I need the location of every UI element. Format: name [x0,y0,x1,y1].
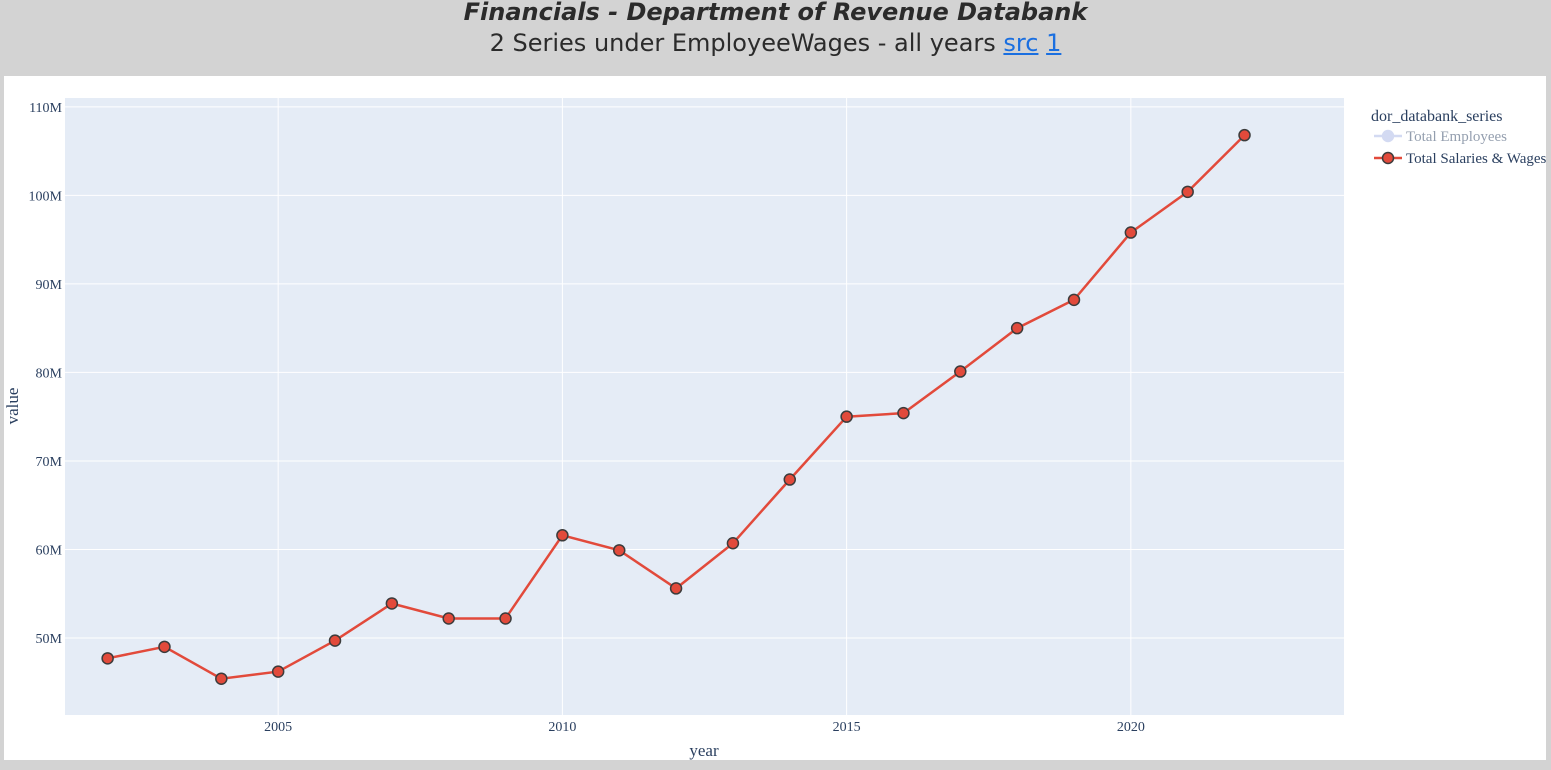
data-point [669,582,683,595]
line-chart: 2005 2010 2015 2020 50M 60M 70M 80M 90M 100M 110M… [3,98,1547,760]
x-axis-ticks: 2005 2010 2015 2020 [264,720,1145,735]
x-axis-label: year [689,741,719,760]
plot-area [65,98,1344,715]
data-point [612,544,626,557]
gridlines [65,98,1344,715]
legend-marker-swatch [1381,151,1395,165]
src-link[interactable]: src [1003,29,1039,57]
chart-panel: 2005 2010 2015 2020 50M 60M 70M 80M 90M 100M 110M… [3,76,1547,760]
series-markers [101,128,1251,685]
data-point [556,529,569,542]
data-point [1067,293,1081,307]
x-tick-label: 2005 [264,720,292,735]
y-tick-label: 110M [29,101,62,116]
data-point [726,537,740,550]
legend-title: dor_databank_series [1371,108,1503,125]
legend-marker-swatch [1381,129,1395,143]
data-point [499,612,512,625]
y-tick-label: 100M [29,189,63,204]
legend-item-total-salaries-wages[interactable]: Total Salaries & Wages [1374,151,1547,167]
subtitle-text: 2 Series under EmployeeWages - all years [489,29,996,57]
y-tick-label: 60M [36,543,63,558]
x-tick-label: 2020 [1117,720,1145,735]
y-tick-label: 70M [36,455,63,470]
y-tick-label: 50M [36,632,63,647]
data-point [1181,185,1194,199]
data-point [101,652,114,665]
page-header: Financials - Department of Revenue Datab… [0,0,1551,76]
data-point [385,597,399,610]
legend-label: Total Employees [1406,129,1507,145]
legend: dor_databank_series Total Employees Tota… [1371,108,1547,167]
page-title: Financials - Department of Revenue Datab… [463,0,1088,26]
data-point [1124,226,1138,239]
data-point [897,406,910,420]
y-axis-label: value [4,388,22,425]
data-point [1010,321,1024,335]
data-point [328,634,342,647]
data-point [1238,128,1251,142]
x-tick-label: 2015 [833,720,861,735]
x-tick-label: 2010 [548,720,576,735]
y-tick-label: 80M [36,366,63,381]
data-point [442,612,455,625]
data-point [215,672,228,685]
y-tick-label: 90M [36,278,63,293]
data-point [158,640,171,654]
source-1-link[interactable]: 1 [1046,29,1062,57]
page-subtitle: 2 Series under EmployeeWages - all years… [0,27,1551,59]
data-point [954,365,967,378]
data-point [840,410,853,423]
y-axis-ticks: 50M 60M 70M 80M 90M 100M 110M [29,101,63,647]
data-point [783,473,797,486]
legend-label: Total Salaries & Wages [1406,151,1546,167]
data-point [271,665,285,678]
legend-item-total-employees[interactable]: Total Employees [1374,129,1507,145]
